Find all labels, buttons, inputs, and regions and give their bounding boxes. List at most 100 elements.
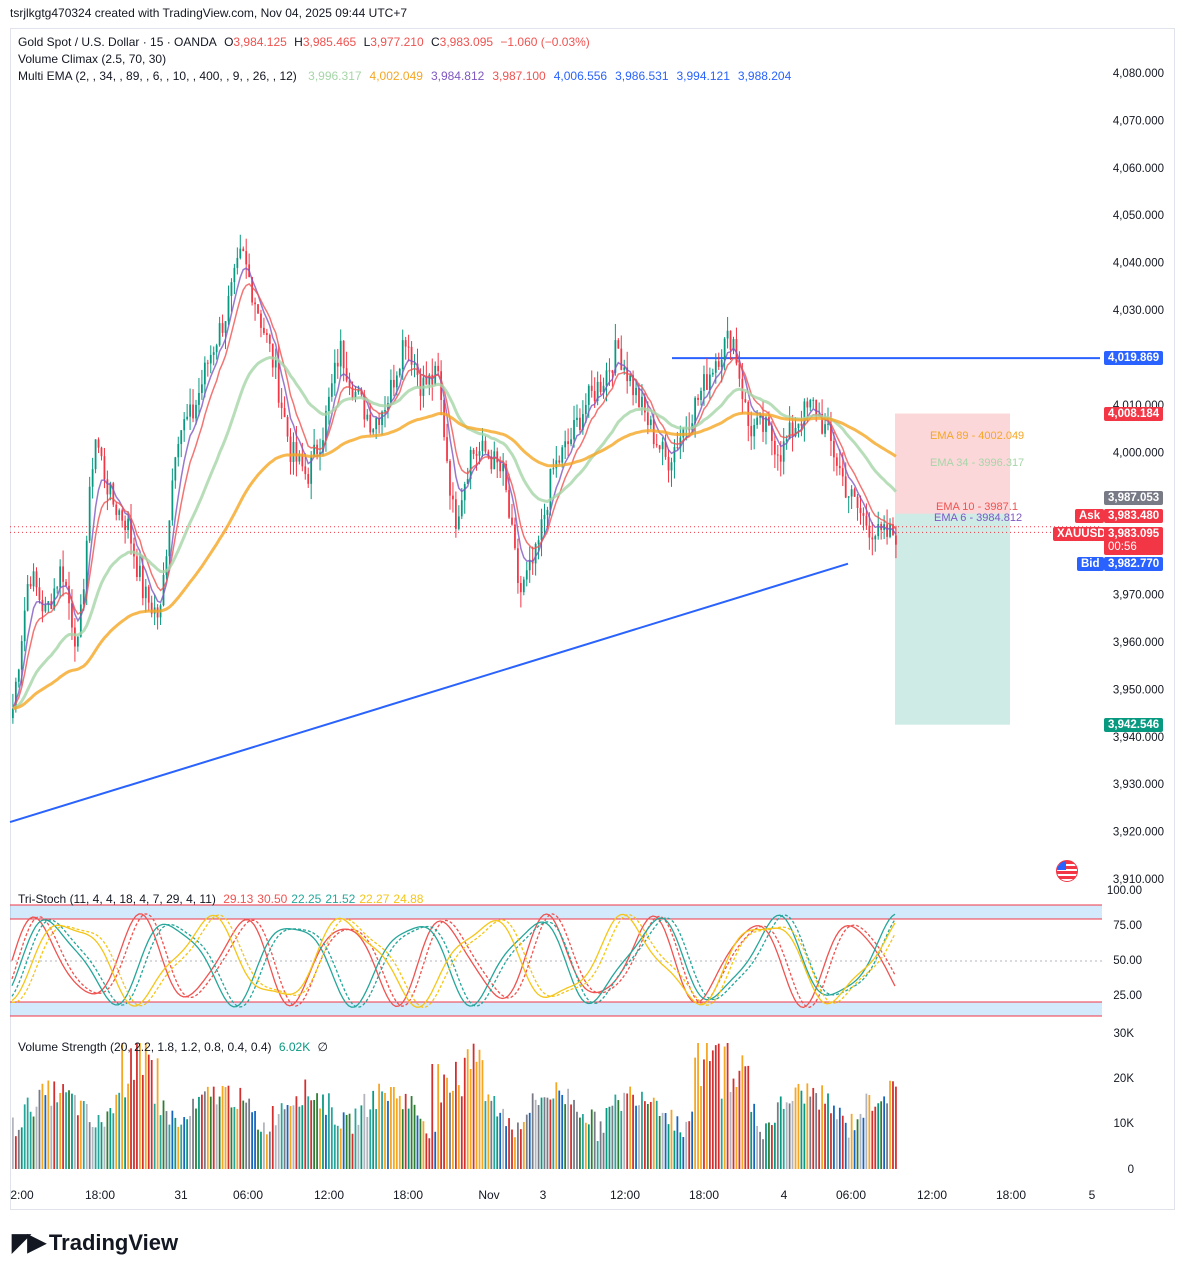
- volume-bar: [79, 1100, 82, 1169]
- candle-body: [708, 374, 711, 390]
- volume-bar: [729, 1092, 732, 1169]
- volume-bar: [812, 1087, 815, 1169]
- volume-bar: [726, 1043, 729, 1169]
- volume-bar: [472, 1043, 475, 1169]
- time-label: 18:00: [392, 1188, 424, 1202]
- volume-strength-legend[interactable]: Volume Strength (20, 2.2, 1.8, 1.2, 0.8,…: [18, 1040, 328, 1054]
- volume-bar: [877, 1103, 880, 1169]
- volume-bar: [59, 1092, 62, 1169]
- candle-body: [862, 513, 865, 516]
- volume-bar: [198, 1096, 200, 1169]
- volume-bar: [401, 1109, 404, 1169]
- candle-body: [567, 441, 569, 445]
- volume-bar: [20, 1127, 23, 1169]
- candle-body: [815, 399, 818, 416]
- candle-body: [469, 449, 472, 479]
- candle-body: [646, 412, 649, 426]
- volume-bar: [115, 1094, 118, 1169]
- volume-bar: [357, 1124, 360, 1169]
- volume-bar: [342, 1112, 345, 1169]
- candle-body: [62, 566, 64, 582]
- volume-bar: [118, 1092, 121, 1169]
- volume-bar: [248, 1098, 251, 1169]
- candle-body: [82, 589, 85, 605]
- candle-body: [452, 495, 454, 500]
- candle-body: [289, 436, 292, 462]
- candle-body: [765, 417, 767, 432]
- candle-body: [859, 507, 862, 514]
- candle-body: [443, 400, 445, 438]
- candle-body: [791, 422, 794, 437]
- volume-bar: [443, 1074, 445, 1169]
- volume-bar: [50, 1105, 53, 1169]
- volume-bar: [130, 1048, 132, 1169]
- candle-body: [484, 440, 487, 452]
- volume-bar: [475, 1061, 478, 1169]
- volume-bar: [307, 1096, 310, 1169]
- volume-bar: [744, 1066, 747, 1169]
- volume-bar: [508, 1118, 510, 1169]
- volume-bar: [366, 1116, 369, 1169]
- candle-body: [714, 361, 717, 373]
- candle-body: [254, 302, 256, 305]
- candle-body: [407, 346, 410, 348]
- volume-bar: [641, 1091, 643, 1169]
- volume-bar: [71, 1093, 73, 1169]
- volume-bar: [703, 1059, 705, 1169]
- volume-bar: [880, 1101, 883, 1169]
- candle-body: [118, 510, 121, 515]
- volume-bar: [469, 1068, 472, 1169]
- candle-body: [106, 479, 109, 495]
- volume-bar: [871, 1110, 874, 1169]
- candle-body: [667, 456, 670, 471]
- tri-stoch-values: 29.13 30.50 22.25 21.52 22.27 24.88: [219, 892, 423, 906]
- candle-body: [573, 420, 575, 440]
- multi-ema-legend[interactable]: Multi EMA (2, , 34, , 89, , 6, , 10, , 4…: [18, 69, 799, 83]
- volume-bar: [759, 1131, 761, 1169]
- candle-body: [561, 447, 564, 463]
- candle-body: [177, 444, 180, 458]
- candle-body: [265, 333, 268, 336]
- volume-bar: [171, 1110, 174, 1169]
- candle-body: [889, 524, 891, 537]
- volume-bar: [53, 1081, 56, 1169]
- candle-body: [676, 447, 679, 449]
- volume-bar: [788, 1103, 791, 1169]
- volume-bar: [395, 1098, 398, 1169]
- candle-body: [611, 370, 614, 373]
- volume-bar: [68, 1090, 70, 1169]
- volume-bar: [771, 1125, 773, 1169]
- volume-climax-legend[interactable]: Volume Climax (2.5, 70, 30): [18, 52, 167, 66]
- volume-bar: [629, 1086, 632, 1169]
- volume-bar: [434, 1131, 437, 1169]
- volume-bar: [192, 1098, 194, 1169]
- take-profit-zone: [895, 513, 1010, 725]
- candle-body: [313, 444, 316, 457]
- tradingview-logo[interactable]: ◤▶ TradingView: [12, 1228, 178, 1257]
- volume-bar: [573, 1099, 575, 1169]
- candle-body: [762, 415, 764, 432]
- stoch-value-1: 30.50: [257, 892, 288, 906]
- volume-bar: [212, 1086, 215, 1169]
- candle-body: [641, 396, 643, 408]
- ema34-position-label: EMA 34 - 3996.317: [930, 457, 1025, 469]
- volume-bar: [23, 1104, 26, 1169]
- candle-body: [525, 570, 528, 580]
- ascending-trendline: [9, 562, 849, 824]
- volume-bar: [670, 1109, 673, 1169]
- candle-body: [428, 374, 431, 385]
- candle-body: [295, 442, 298, 462]
- ema-value-4: 4,006.556: [553, 69, 608, 83]
- tri-stoch-legend[interactable]: Tri-Stoch (11, 4, 4, 18, 4, 7, 29, 4, 11…: [18, 892, 423, 906]
- us-flag-icon[interactable]: [1056, 860, 1078, 882]
- candle-body: [12, 708, 14, 719]
- candle-body: [23, 610, 26, 642]
- stoch-line-1: [11, 913, 896, 1008]
- symbol-title[interactable]: Gold Spot / U.S. Dollar · 15 · OANDA: [18, 35, 217, 49]
- volume-bar: [26, 1097, 29, 1169]
- candle-body: [830, 423, 832, 441]
- candle-body: [886, 524, 888, 537]
- candle-body: [141, 565, 144, 599]
- candle-body: [277, 360, 280, 403]
